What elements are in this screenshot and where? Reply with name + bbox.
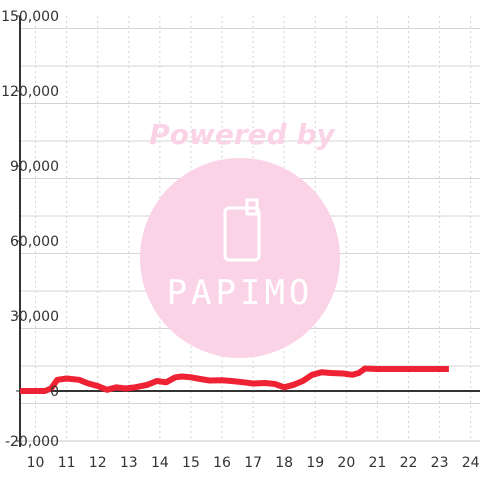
x-tick-label: 14 [151,455,169,471]
phone-icon [223,198,261,262]
series [20,365,449,394]
y-tick-label: 120,000 [1,84,59,100]
y-tick-label: 150,000 [1,9,59,25]
y-tick-label: 30,000 [10,309,59,325]
x-tick-label: 16 [213,455,231,471]
series-line [20,365,449,394]
watermark-powered-by: Powered by [149,118,336,151]
x-tick-label: 23 [431,455,449,471]
grid [20,16,480,442]
x-tick-label: 18 [275,455,293,471]
x-tick-label: 20 [337,455,355,471]
axes [16,15,480,447]
x-tick-label: 22 [400,455,418,471]
x-tick-label: 11 [58,455,76,471]
y-tick-label: 60,000 [10,234,59,250]
y-tick-label: -20,000 [5,434,59,450]
y-tick-label: 0 [50,384,59,400]
x-tick-label: 10 [27,455,45,471]
x-tick-label: 24 [462,455,480,471]
watermark: Powered by PAPIMO [140,118,340,358]
y-tick-label: 90,000 [10,159,59,175]
x-tick-label: 12 [89,455,107,471]
tick-labels: -20,000 0 30,000 60,000 90,000 120,000 150,000… [1,9,480,471]
x-tick-label: 15 [182,455,200,471]
x-tick-label: 17 [244,455,262,471]
watermark-logo: PAPIMO [167,273,314,313]
x-tick-label: 13 [120,455,138,471]
x-tick-label: 19 [306,455,324,471]
x-tick-label: 21 [369,455,387,471]
watermark-circle [140,158,340,358]
